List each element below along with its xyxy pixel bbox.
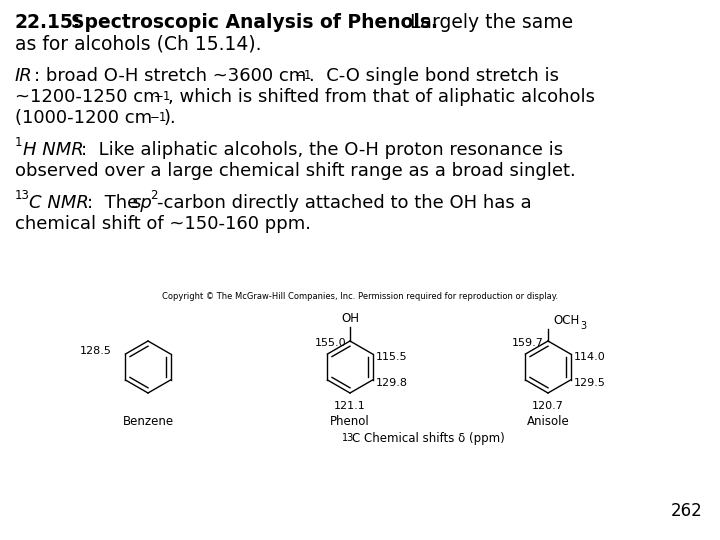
Text: IR: IR: [15, 67, 32, 85]
Text: C NMR: C NMR: [29, 194, 89, 212]
Text: 115.5: 115.5: [376, 352, 407, 362]
Text: 13: 13: [15, 189, 30, 202]
Text: : broad O-H stretch ~3600 cm: : broad O-H stretch ~3600 cm: [34, 67, 306, 85]
Text: OH: OH: [341, 312, 359, 325]
Text: .  C-O single bond stretch is: . C-O single bond stretch is: [309, 67, 559, 85]
Text: 120.7: 120.7: [532, 401, 564, 411]
Text: 121.1: 121.1: [334, 401, 366, 411]
Text: Largely the same: Largely the same: [410, 13, 573, 32]
Text: 129.5: 129.5: [574, 378, 606, 388]
Text: 128.5: 128.5: [80, 346, 112, 356]
Text: Copyright © The McGraw-Hill Companies, Inc. Permission required for reproduction: Copyright © The McGraw-Hill Companies, I…: [162, 292, 558, 301]
Text: 1: 1: [15, 136, 22, 149]
Text: :  Like aliphatic alcohols, the O-H proton resonance is: : Like aliphatic alcohols, the O-H proto…: [81, 141, 563, 159]
Text: :  The: : The: [87, 194, 144, 212]
Text: −1: −1: [295, 69, 312, 82]
Text: 2: 2: [150, 189, 158, 202]
Text: 129.8: 129.8: [376, 378, 408, 388]
Text: -carbon directly attached to the OH has a: -carbon directly attached to the OH has …: [157, 194, 531, 212]
Text: 13: 13: [342, 433, 354, 443]
Text: observed over a large chemical shift range as a broad singlet.: observed over a large chemical shift ran…: [15, 162, 576, 180]
Text: 22.15:: 22.15:: [15, 13, 81, 32]
Text: ~1200-1250 cm: ~1200-1250 cm: [15, 88, 161, 106]
Text: H NMR: H NMR: [23, 141, 84, 159]
Text: 3: 3: [580, 321, 586, 331]
Text: Spectroscopic Analysis of Phenols.: Spectroscopic Analysis of Phenols.: [71, 13, 438, 32]
Text: as for alcohols (Ch 15.14).: as for alcohols (Ch 15.14).: [15, 35, 261, 54]
Text: chemical shift of ~150-160 ppm.: chemical shift of ~150-160 ppm.: [15, 215, 311, 233]
Text: , which is shifted from that of aliphatic alcohols: , which is shifted from that of aliphati…: [168, 88, 595, 106]
Text: −1: −1: [154, 90, 171, 103]
Text: 155.0: 155.0: [315, 338, 346, 348]
Text: −1: −1: [150, 111, 167, 124]
Text: ).: ).: [164, 109, 176, 127]
Text: 114.0: 114.0: [574, 352, 606, 362]
Text: 262: 262: [671, 502, 703, 520]
Text: Anisole: Anisole: [526, 415, 570, 428]
Text: C Chemical shifts δ (ppm): C Chemical shifts δ (ppm): [352, 432, 505, 445]
Text: Phenol: Phenol: [330, 415, 370, 428]
Text: Benzene: Benzene: [122, 415, 174, 428]
Text: OCH: OCH: [553, 314, 580, 327]
Text: sp: sp: [132, 194, 153, 212]
Text: 159.7: 159.7: [512, 338, 544, 348]
Text: (1000-1200 cm: (1000-1200 cm: [15, 109, 152, 127]
